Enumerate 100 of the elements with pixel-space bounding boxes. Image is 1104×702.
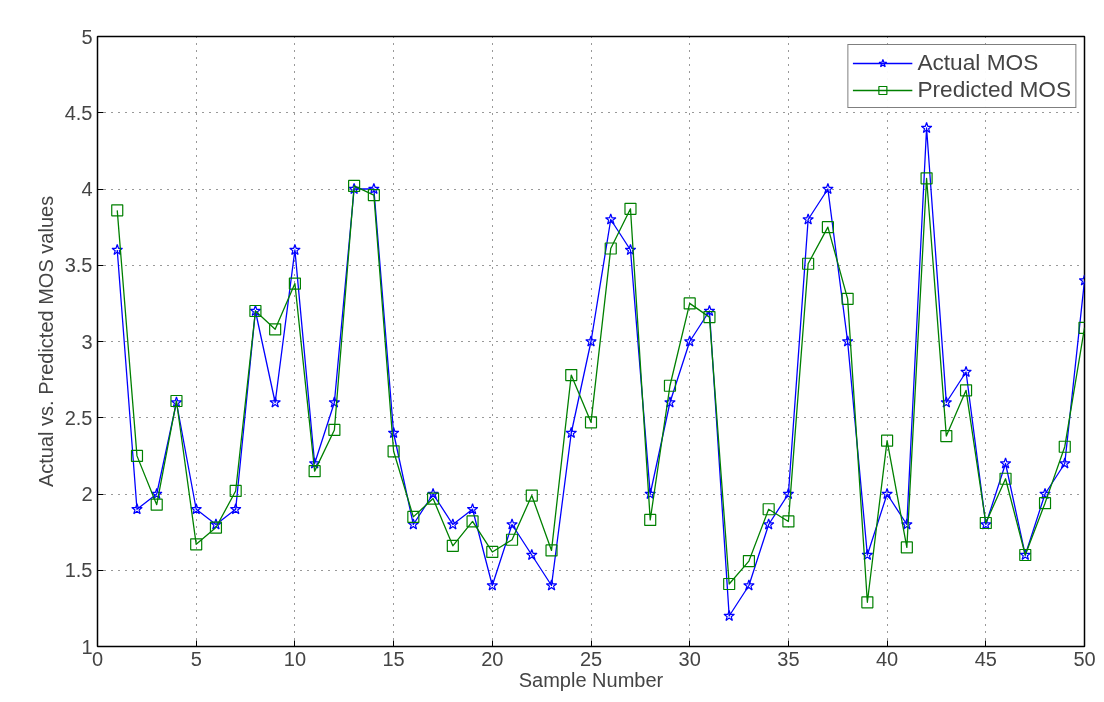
point [308,457,321,469]
point [999,457,1012,469]
point [683,297,696,310]
point [940,429,953,443]
point [190,503,203,515]
point [466,515,479,528]
point [742,555,756,568]
point [210,518,222,530]
point [1039,487,1051,500]
point [960,365,972,378]
x-tick-label: 25 [579,647,603,670]
x-tick-label: 5 [190,647,202,670]
x-tick-label: 20 [481,647,504,670]
point [545,579,558,591]
point [624,243,637,256]
y-tick-label: 4 [81,178,93,200]
point [841,292,854,305]
x-tick-label: 50 [1073,647,1096,670]
y-tick-label: 2 [81,483,93,505]
point [999,472,1012,485]
point [525,548,538,561]
point [427,487,439,500]
point [368,182,380,195]
point [486,545,499,559]
point [328,396,341,408]
point [802,257,815,270]
point [703,304,716,317]
point [130,449,144,462]
x-tick-label: 45 [974,647,997,670]
point [644,513,657,527]
point [683,335,696,347]
point [387,445,400,458]
point [920,172,933,185]
y-tick-label: 5 [81,25,93,48]
point [762,518,775,530]
x-tick-label: 30 [678,647,701,670]
point [940,396,953,408]
point [881,487,893,500]
point [446,518,459,530]
point [624,202,637,215]
legend-label: Predicted MOS [917,76,1071,103]
point [407,518,420,530]
point [920,121,933,134]
point [308,465,321,478]
y-tick-label: 3.5 [64,254,93,277]
point [841,335,854,347]
point [289,243,301,256]
point [111,243,124,256]
y-tick-label: 3 [81,330,93,353]
point [604,242,617,255]
point [644,487,657,500]
point [1058,457,1071,469]
point [328,423,341,437]
point [703,311,716,324]
point [565,426,578,439]
point [900,541,913,554]
point [387,426,400,439]
point [506,518,518,530]
point [486,579,499,591]
point [723,609,736,622]
point [901,518,913,530]
point [1038,497,1052,510]
y-tick-label: 4.5 [64,101,93,124]
point [822,182,834,195]
point [111,204,124,217]
point [446,539,459,552]
point [1058,440,1071,453]
point [663,379,677,392]
point [821,221,834,234]
point [604,213,617,225]
y-tick-label: 2.5 [64,406,93,429]
y-tick-label: 1.5 [64,559,93,582]
point [209,521,223,534]
point [190,538,203,551]
point [959,384,973,397]
point [466,503,479,515]
point [743,579,755,591]
point [229,484,242,498]
point [150,487,163,500]
point [131,503,143,515]
point [585,335,597,347]
point [565,368,578,382]
point [861,548,874,561]
point [426,492,440,505]
point [150,498,163,511]
y-axis-title: Actual vs. Predicted MOS values [34,195,57,488]
y-tick-label: 1 [81,635,93,658]
point [525,489,538,502]
point [584,416,598,429]
x-tick-label: 0 [91,647,104,670]
point [229,503,242,515]
point [407,510,420,523]
point [269,396,281,408]
point [723,577,736,591]
point [782,487,795,500]
point [861,596,874,609]
point [802,213,814,225]
x-tick-label: 15 [382,647,405,670]
point [367,189,380,202]
point [782,515,795,528]
